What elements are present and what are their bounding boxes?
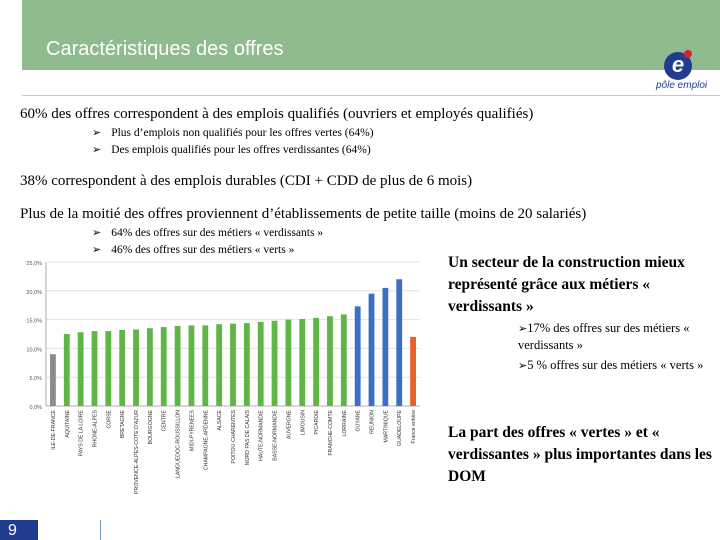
bar <box>91 331 98 406</box>
x-tick-label: ILE-DE-FRANCE <box>51 409 57 449</box>
logo-text: pôle emploi <box>656 80 708 91</box>
y-tick-label: 20,0% <box>26 290 42 296</box>
bar <box>410 336 416 406</box>
stat-small-bullet-1: ➢ 64% des offres sur des métiers « verdis… <box>92 226 323 239</box>
bar <box>50 354 56 406</box>
page-number-badge: 9 <box>0 520 38 540</box>
slide-title: Caractéristiques des offres <box>46 38 284 60</box>
x-tick-label: CHAMPAGNE-ARDENNE <box>203 409 209 470</box>
stat-qualified-bullet-1: ➢ Plus d’emplois non qualifiés pour les o… <box>92 126 374 139</box>
arrow-bullet-icon: ➢ <box>518 359 528 372</box>
pole-emploi-logo: e pôle emploi <box>652 50 714 94</box>
bullet-text: Plus d’emplois non qualifiés pour les of… <box>111 127 374 139</box>
bar <box>313 317 320 406</box>
bar <box>216 324 223 406</box>
bullet-text: 5 % offres sur des métiers « verts » <box>527 358 704 372</box>
title-divider <box>22 95 720 96</box>
bar <box>188 325 195 406</box>
arrow-bullet-icon: ➢ <box>92 226 102 239</box>
bar <box>146 328 153 406</box>
y-tick-label: 25,0% <box>26 261 42 267</box>
x-tick-label: GUYANE <box>356 409 362 431</box>
x-tick-label: HAUTE-NORMANDIE <box>259 409 265 461</box>
x-tick-label: BASSE-NORMANDIE <box>273 409 279 460</box>
bar <box>340 314 347 406</box>
bar <box>202 325 209 406</box>
x-tick-label: AQUITAINE <box>65 409 71 437</box>
y-tick-label: 0,0% <box>29 405 42 411</box>
x-tick-label: France entière <box>411 410 417 444</box>
bar <box>299 319 306 406</box>
stat-small-establishments: Plus de la moitié des offres proviennent… <box>20 206 587 222</box>
y-tick-label: 15,0% <box>26 319 42 325</box>
bar <box>327 316 333 406</box>
x-tick-label: POITOU-CHARENTES <box>231 409 237 463</box>
construction-bullet-2: ➢5 % offres sur des métiers « verts » <box>518 357 713 374</box>
stat-durable: 38% correspondent à des emplois durables… <box>20 173 473 189</box>
bar <box>133 329 139 406</box>
x-tick-label: LORRAINE <box>342 409 348 436</box>
x-tick-label: GUADELOUPE <box>397 409 403 446</box>
x-tick-label: CORSE <box>106 409 112 428</box>
x-tick-label: PAYS DE LA LOIRE <box>79 409 85 456</box>
arrow-bullet-icon: ➢ <box>92 126 102 139</box>
arrow-bullet-icon: ➢ <box>518 322 528 335</box>
bar <box>119 329 126 406</box>
logo-dot-icon <box>684 50 692 58</box>
footer-divider <box>100 520 101 540</box>
bar <box>271 320 278 406</box>
x-tick-label: FRANCHE-COMTE <box>328 409 334 455</box>
y-tick-label: 5,0% <box>29 376 42 382</box>
arrow-bullet-icon: ➢ <box>92 243 102 256</box>
bar <box>382 287 389 406</box>
x-tick-label: BOURGOGNE <box>148 409 154 444</box>
bar <box>230 323 236 406</box>
y-tick-label: 10,0% <box>26 347 42 353</box>
region-bar-chart: 0,0% 5,0% 10,0% 15,0% 20,0% 25,0% ILE-DE-FRANC… <box>26 261 420 494</box>
bullet-text: 17% des offres sur des métiers « verdiss… <box>518 321 690 352</box>
x-tick-label: LANGUEDOC-ROUSSILLON <box>176 410 182 478</box>
arrow-bullet-icon: ➢ <box>92 143 102 156</box>
bullet-text: 46% des offres sur des métiers « verts » <box>111 244 295 256</box>
construction-heading: Un secteur de la construction mieux repr… <box>448 254 685 315</box>
page-number: 9 <box>8 522 17 539</box>
x-tick-label: PICARDIE <box>314 409 320 434</box>
x-tick-label: ALSACE <box>217 409 223 430</box>
bar <box>174 325 181 406</box>
bar <box>105 331 112 406</box>
x-tick-label: CENTRE <box>162 409 168 431</box>
bar <box>63 334 70 406</box>
x-tick-label: RHONE-ALPES <box>92 409 98 447</box>
x-tick-label: MARTINIQUE <box>383 409 389 442</box>
stat-small-bullet-2: ➢ 46% des offres sur des métiers « verts … <box>92 243 294 256</box>
bar <box>368 293 375 406</box>
dom-closing-text: La part des offres « vertes » et « verdi… <box>448 424 712 485</box>
stat-qualified-bullet-2: ➢ Des emplois qualifiés pour les offres v… <box>92 143 371 156</box>
x-tick-label: AUVERGNE <box>286 409 292 439</box>
construction-bullet-1: ➢17% des offres sur des métiers « verdis… <box>518 320 713 353</box>
x-tick-label: BRETAGNE <box>120 409 126 438</box>
title-banner <box>22 0 720 70</box>
bar <box>160 327 167 406</box>
header-band: Caractéristiques des offres e pôle emplo… <box>0 0 720 91</box>
x-tick-label: NORD PAS DE CALAIS <box>245 409 251 465</box>
stat-qualified: 60% des offres correspondent à des emplo… <box>20 106 534 122</box>
bar <box>243 323 250 406</box>
logo-e-icon: e <box>671 52 685 77</box>
bar <box>354 306 361 406</box>
x-tick-label: REUNION <box>370 410 376 434</box>
bar <box>396 279 403 406</box>
x-tick-label: LIMOUSIN <box>300 410 306 435</box>
bar <box>257 321 264 406</box>
bar <box>77 332 84 406</box>
bullet-text: Des emplois qualifiés pour les offres ve… <box>111 144 371 156</box>
bullet-text: 64% des offres sur des métiers « verdiss… <box>111 227 324 239</box>
x-tick-label: MIDI-PYRENEES <box>189 409 195 450</box>
x-tick-label: PROVENCE-ALPES-COTE D'AZUR <box>134 410 140 494</box>
bar <box>285 319 292 406</box>
